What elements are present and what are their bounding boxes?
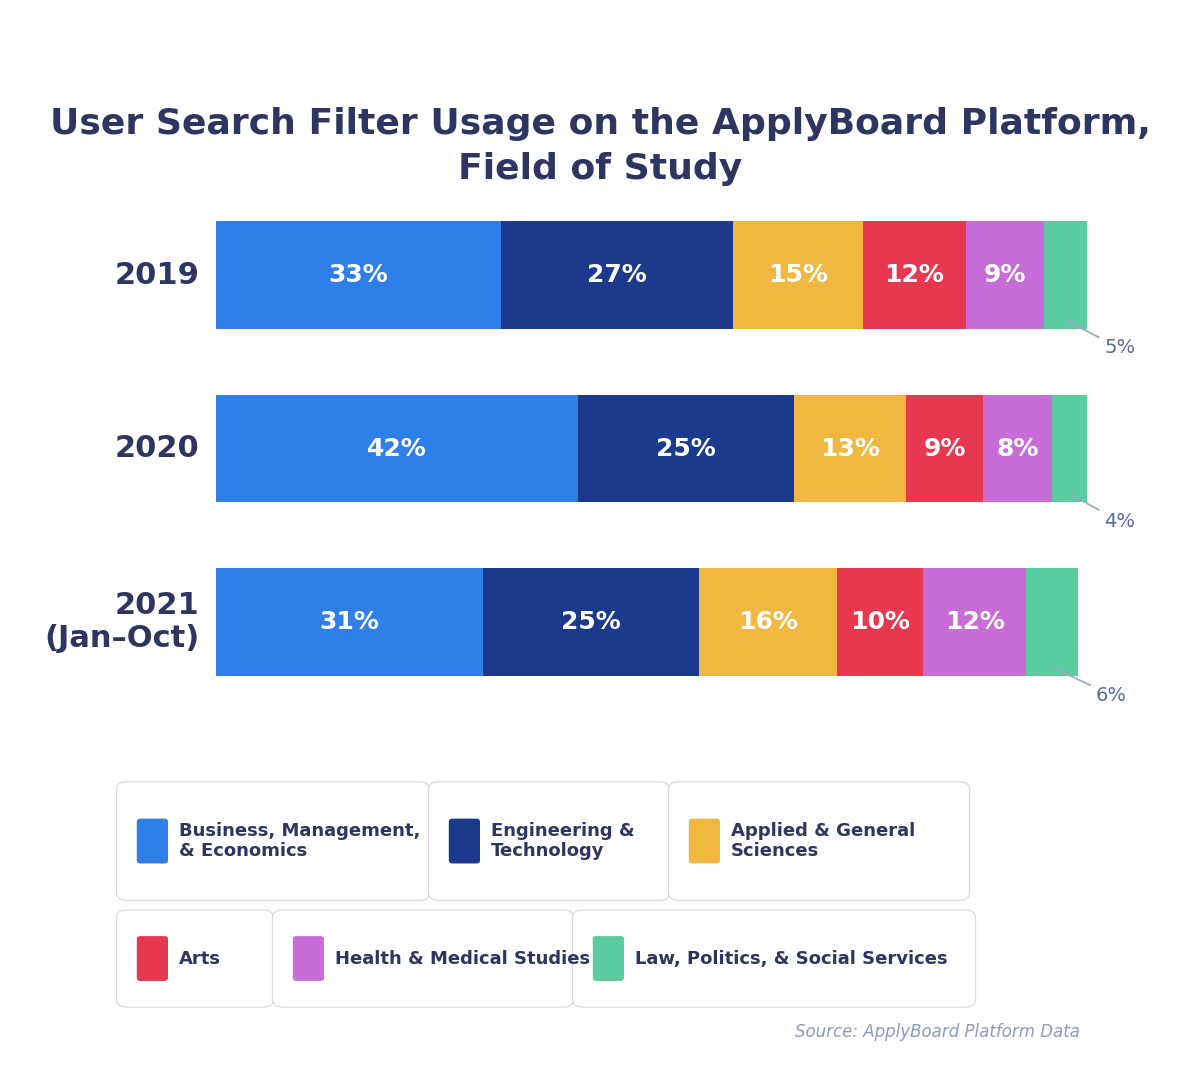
Text: 10%: 10% (850, 610, 910, 634)
Text: Applied & General
Sciences: Applied & General Sciences (731, 821, 916, 861)
Bar (863, 221, 966, 329)
Text: 25%: 25% (562, 610, 620, 634)
Bar (578, 395, 793, 502)
Text: User Search Filter Usage on the ApplyBoard Platform,
Field of Study: User Search Filter Usage on the ApplyBoa… (49, 107, 1151, 186)
Text: 27%: 27% (587, 263, 647, 287)
Text: Source: ApplyBoard Platform Data: Source: ApplyBoard Platform Data (796, 1023, 1080, 1041)
Text: Business, Management,
& Economics: Business, Management, & Economics (179, 821, 420, 861)
Bar (1052, 395, 1087, 502)
Text: Health & Medical Studies: Health & Medical Studies (335, 949, 590, 968)
Text: 16%: 16% (738, 610, 798, 634)
Text: 42%: 42% (367, 437, 427, 460)
Bar (793, 395, 906, 502)
Bar (906, 395, 983, 502)
Bar (216, 221, 500, 329)
Text: Arts: Arts (179, 949, 221, 968)
Bar (966, 221, 1044, 329)
Bar (698, 568, 836, 676)
Text: 33%: 33% (329, 263, 388, 287)
Text: 12%: 12% (884, 263, 944, 287)
Bar (836, 568, 923, 676)
Text: 25%: 25% (656, 437, 715, 460)
Bar (923, 568, 1026, 676)
Text: 6%: 6% (1055, 669, 1127, 705)
Text: 13%: 13% (820, 437, 880, 460)
Text: 8%: 8% (996, 437, 1039, 460)
Bar (1026, 568, 1078, 676)
Text: Law, Politics, & Social Services: Law, Politics, & Social Services (635, 949, 948, 968)
Text: 4%: 4% (1072, 496, 1135, 531)
Text: 15%: 15% (768, 263, 828, 287)
Text: 5%: 5% (1068, 321, 1135, 358)
Bar (733, 221, 863, 329)
Bar (484, 568, 698, 676)
Text: 9%: 9% (984, 263, 1026, 287)
Text: 31%: 31% (319, 610, 379, 634)
Bar (216, 395, 578, 502)
Text: 9%: 9% (923, 437, 966, 460)
Bar (216, 568, 484, 676)
Bar (1044, 221, 1087, 329)
Text: 12%: 12% (944, 610, 1004, 634)
Bar (500, 221, 733, 329)
Text: Engineering &
Technology: Engineering & Technology (491, 821, 635, 861)
Bar (983, 395, 1052, 502)
